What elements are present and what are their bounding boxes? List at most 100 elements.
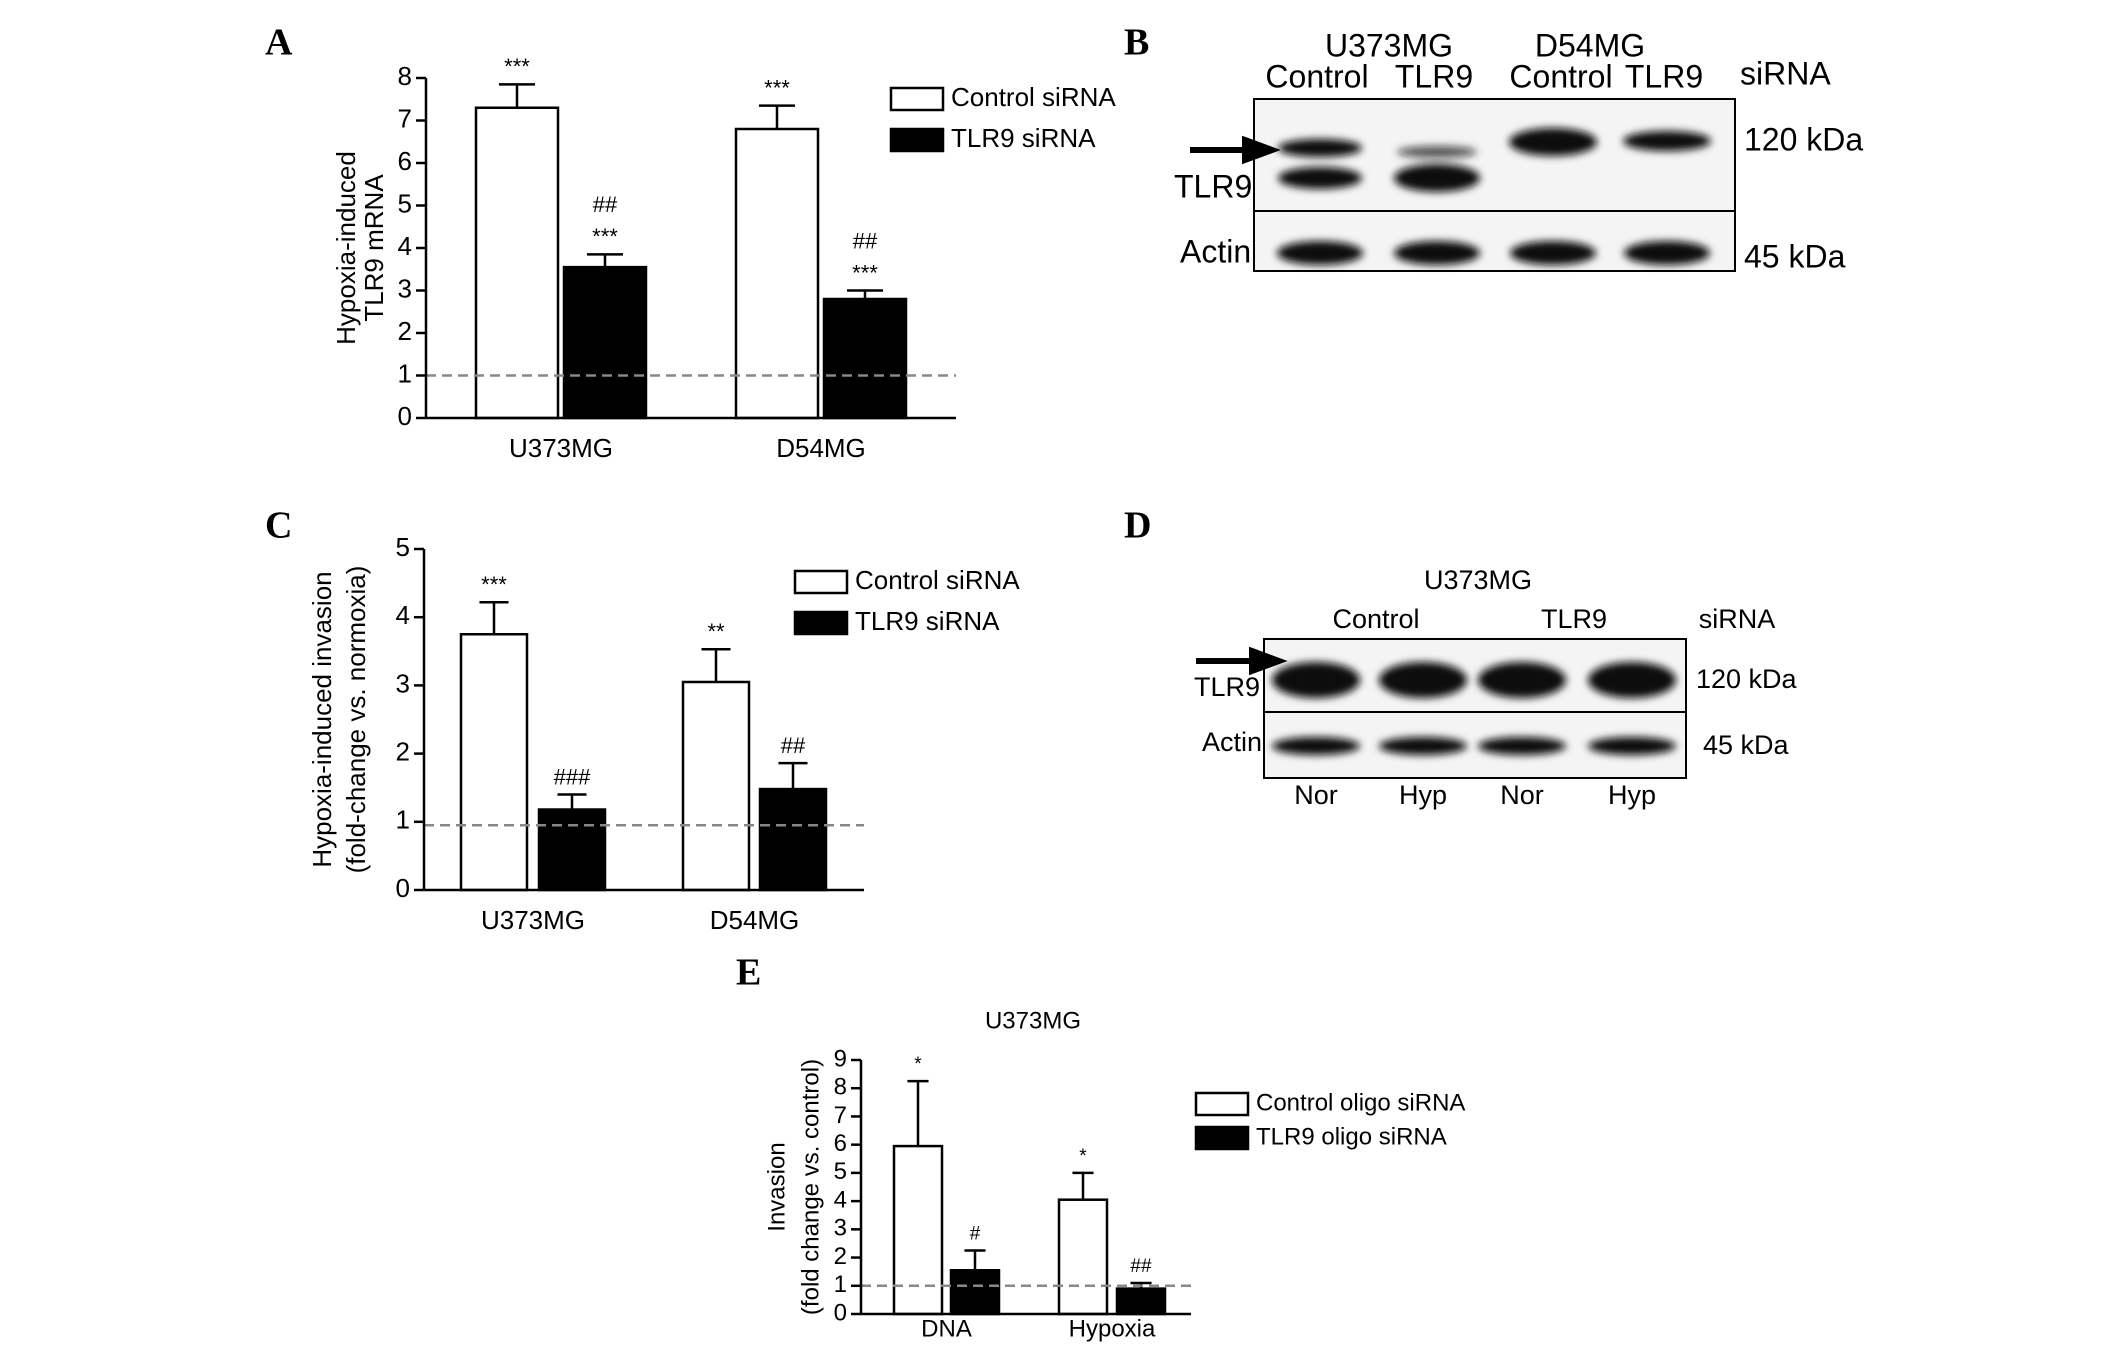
lane-label: TLR9 xyxy=(1395,58,1473,94)
significance-label: *** xyxy=(481,572,507,597)
error-bar xyxy=(701,648,731,682)
y-tick-label: 4 xyxy=(396,600,410,630)
significance-label: # xyxy=(970,1224,981,1245)
lane-label: Nor xyxy=(1500,780,1544,810)
legend-swatch xyxy=(1194,1125,1250,1151)
y-tick-label: 2 xyxy=(834,1243,847,1270)
group-label: U373MG xyxy=(1325,27,1453,63)
significance-label: * xyxy=(1079,1146,1087,1167)
legend-label: TLR9 siRNA xyxy=(855,606,1000,636)
size-label: 45 kDa xyxy=(1703,730,1790,760)
bar xyxy=(474,106,560,420)
error-bar xyxy=(758,104,796,129)
y-tick-label: 0 xyxy=(396,873,410,903)
lane-label: Control xyxy=(1265,58,1368,94)
panel-letter: D xyxy=(1124,505,1151,547)
y-tick-label: 8 xyxy=(398,61,412,91)
significance-label: ## xyxy=(593,192,618,217)
y-tick-label: 2 xyxy=(396,736,410,766)
error-bar xyxy=(778,761,808,790)
error-bar xyxy=(846,289,884,299)
size-label: 120 kDa xyxy=(1696,664,1798,694)
y-axis-label: (fold-change vs. normoxia) xyxy=(341,566,371,874)
chart: C Hypoxia-induced invasion (fold-change vs… xyxy=(265,505,1020,935)
x-tick-label: D54MG xyxy=(710,905,800,935)
significance-label: ## xyxy=(853,228,878,253)
y-tick-label: 5 xyxy=(398,188,412,218)
y-tick-label: 2 xyxy=(398,316,412,346)
bar xyxy=(562,265,648,420)
legend-swatch xyxy=(793,610,849,636)
y-axis-label: Hypoxia-induced xyxy=(331,151,361,345)
y-tick-label: 8 xyxy=(834,1074,847,1101)
significance-label: ### xyxy=(554,764,591,789)
lane-label: Hyp xyxy=(1399,780,1447,810)
bar xyxy=(892,1144,944,1316)
y-tick-label: 6 xyxy=(398,146,412,176)
error-bar xyxy=(498,83,536,108)
significance-label: ## xyxy=(1130,1256,1152,1277)
x-tick-label: DNA xyxy=(921,1315,972,1342)
bar xyxy=(822,297,908,420)
size-label: 120 kDa xyxy=(1744,121,1863,157)
legend-label: TLR9 oligo siRNA xyxy=(1256,1123,1447,1150)
error-bar xyxy=(557,793,587,810)
y-axis-label: TLR9 mRNA xyxy=(359,174,389,322)
y-tick-label: 1 xyxy=(396,805,410,835)
row-label: TLR9 xyxy=(1194,672,1260,702)
y-axis-label: Hypoxia-induced invasion xyxy=(307,571,337,867)
bands xyxy=(1272,662,1676,755)
bar xyxy=(734,127,820,420)
y-tick-label: 0 xyxy=(398,401,412,431)
significance-label: *** xyxy=(852,260,878,285)
y-tick-label: 3 xyxy=(396,668,410,698)
y-tick-label: 5 xyxy=(834,1158,847,1185)
legend-swatch xyxy=(889,86,945,112)
x-tick-label: U373MG xyxy=(509,433,613,463)
significance-label: *** xyxy=(592,224,618,249)
y-axis-label: (fold change vs. control) xyxy=(797,1059,824,1315)
significance-label: ** xyxy=(707,619,725,644)
legend-label: Control siRNA xyxy=(951,82,1116,112)
group-label: Control xyxy=(1332,604,1419,634)
blot-title: U373MG xyxy=(1424,565,1532,595)
lane-label: TLR9 xyxy=(1625,58,1703,94)
significance-label: *** xyxy=(504,54,530,79)
row-label: Actin xyxy=(1202,727,1262,757)
lane-note: siRNA xyxy=(1699,604,1776,634)
blot-d: D U373MG Control TLR9 siRNA TLR9 Actin 1… xyxy=(1124,505,1798,810)
x-tick-label: U373MG xyxy=(481,905,585,935)
significance-label: *** xyxy=(764,75,790,100)
y-tick-label: 5 xyxy=(396,532,410,562)
legend-label: Control oligo siRNA xyxy=(1256,1089,1465,1116)
y-tick-label: 1 xyxy=(398,358,412,388)
row-label: Actin xyxy=(1180,233,1251,269)
x-tick-label: D54MG xyxy=(776,433,866,463)
panel-letter: B xyxy=(1124,22,1149,64)
bar xyxy=(459,633,529,892)
legend-label: Control siRNA xyxy=(855,565,1020,595)
legend-swatch xyxy=(793,569,849,595)
bar xyxy=(681,680,751,892)
bands xyxy=(1277,128,1711,265)
panel-letter: C xyxy=(265,505,292,547)
bar xyxy=(1115,1287,1167,1316)
y-axis-label: Invasion xyxy=(763,1142,790,1231)
y-tick-label: 7 xyxy=(834,1102,847,1129)
bar xyxy=(537,808,607,892)
chart-title: U373MG xyxy=(985,1007,1081,1034)
lane-label: Control xyxy=(1509,58,1612,94)
y-tick-label: 4 xyxy=(398,231,412,261)
y-tick-label: 1 xyxy=(834,1271,847,1298)
row-label: TLR9 xyxy=(1174,168,1252,204)
group-label: D54MG xyxy=(1535,27,1645,63)
y-tick-label: 0 xyxy=(834,1299,847,1326)
x-tick-label: Hypoxia xyxy=(1069,1315,1156,1342)
bar xyxy=(758,787,828,892)
bar xyxy=(949,1269,1001,1316)
legend-swatch xyxy=(889,127,945,153)
arrow xyxy=(1190,135,1281,165)
error-bar xyxy=(907,1079,929,1147)
error-bar xyxy=(1072,1171,1094,1200)
y-tick-label: 9 xyxy=(834,1045,847,1072)
